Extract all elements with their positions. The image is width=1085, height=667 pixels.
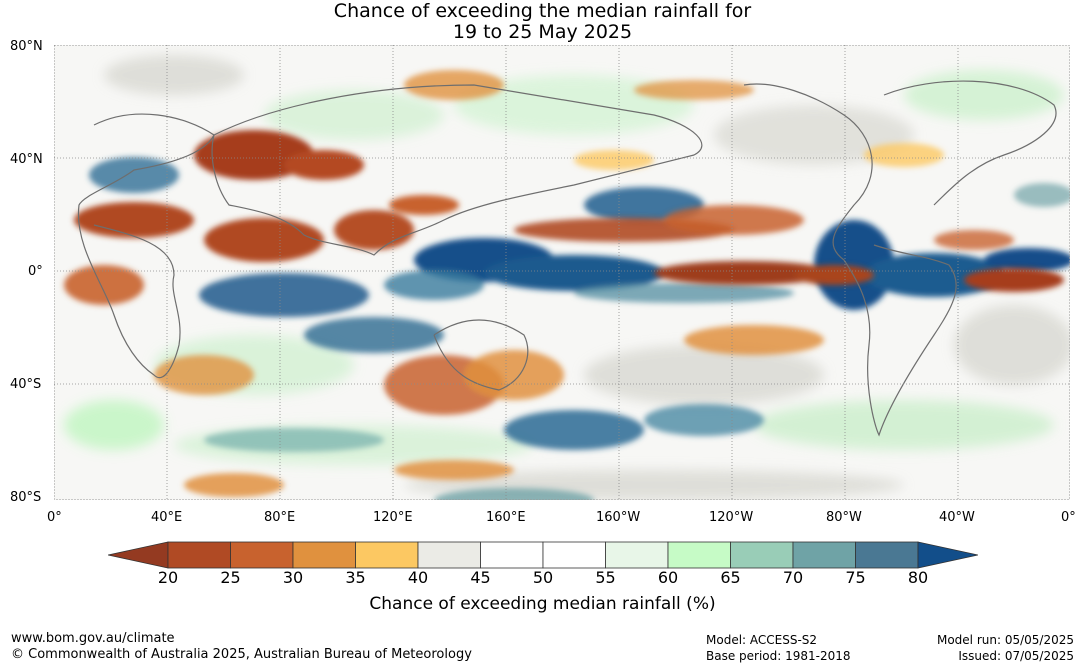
- colorbar-bin: [167, 541, 231, 569]
- colorbar-tick-60: 60: [657, 568, 679, 587]
- colorbar-tick-40: 40: [407, 568, 429, 587]
- colorbar-tick-75: 75: [845, 568, 866, 587]
- colorbar-tick-45: 45: [470, 568, 491, 587]
- colorbar-bin: [542, 541, 606, 569]
- footer-model: Model: ACCESS-S2: [706, 633, 818, 647]
- lon-label-160w: 160°W: [596, 510, 641, 525]
- colorbar-tick-50: 50: [532, 568, 554, 587]
- lat-label-40s: 40°S: [10, 377, 42, 392]
- footer-issued: Issued: 07/05/2025: [958, 649, 1074, 663]
- colorbar-bin: [230, 541, 294, 569]
- colorbar-bin: [667, 541, 731, 569]
- colorbar-tick-35: 35: [345, 568, 366, 587]
- colorbar-bin: [855, 541, 919, 569]
- lat-label-80n: 80°N: [10, 39, 43, 54]
- footer-model-run: Model run: 05/05/2025: [936, 633, 1074, 647]
- colorbar-bin: [605, 541, 669, 569]
- footer-url: www.bom.gov.au/climate: [11, 631, 175, 646]
- colorbar-tick-20: 20: [157, 568, 179, 587]
- lon-label-160e: 160°E: [486, 510, 526, 525]
- coastlines: [77, 80, 1057, 437]
- lon-label-40e: 40°E: [151, 510, 183, 525]
- colorbar-tick-30: 30: [282, 568, 304, 587]
- colorbar-bin: [292, 541, 356, 569]
- lon-label-0-right: 0°: [1061, 510, 1076, 525]
- colorbar-tick-70: 70: [782, 568, 804, 587]
- lat-label-equator: 0°: [28, 264, 43, 279]
- map-title-line1: Chance of exceeding the median rainfall …: [333, 0, 752, 22]
- lon-label-80w: 80°W: [826, 510, 862, 525]
- dry-anomalies: [64, 70, 1064, 497]
- colorbar-bin: [355, 541, 419, 569]
- lon-label-0-left: 0°: [47, 510, 62, 525]
- colorbar-tick-25: 25: [220, 568, 241, 587]
- colorbar-bin: [730, 541, 794, 569]
- colorbar-bin: [480, 541, 544, 569]
- colorbar-bin: [417, 541, 481, 569]
- lon-label-120w: 120°W: [709, 510, 754, 525]
- colorbar-label: Chance of exceeding median rainfall (%): [369, 594, 716, 614]
- colorbar-tick-65: 65: [720, 568, 741, 587]
- colorbar-extend-low: [108, 541, 169, 569]
- graticule: [54, 45, 1070, 500]
- colorbar: [108, 541, 978, 569]
- map-title-line2: 19 to 25 May 2025: [452, 21, 633, 43]
- rainfall-probability-map: [54, 45, 1070, 500]
- lon-label-40w: 40°W: [939, 510, 975, 525]
- colorbar-bin: [792, 541, 856, 569]
- lon-label-80e: 80°E: [264, 510, 296, 525]
- lat-label-40n: 40°N: [10, 152, 43, 167]
- colorbar-extend-high: [917, 541, 978, 569]
- footer-base-period: Base period: 1981-2018: [706, 649, 851, 663]
- map-frame: [54, 45, 1070, 500]
- colorbar-tick-80: 80: [907, 568, 929, 587]
- footer-copyright: © Commonwealth of Australia 2025, Austra…: [11, 647, 472, 662]
- lon-label-120e: 120°E: [373, 510, 413, 525]
- lat-label-80s: 80°S: [10, 490, 42, 505]
- colorbar-tick-55: 55: [595, 568, 616, 587]
